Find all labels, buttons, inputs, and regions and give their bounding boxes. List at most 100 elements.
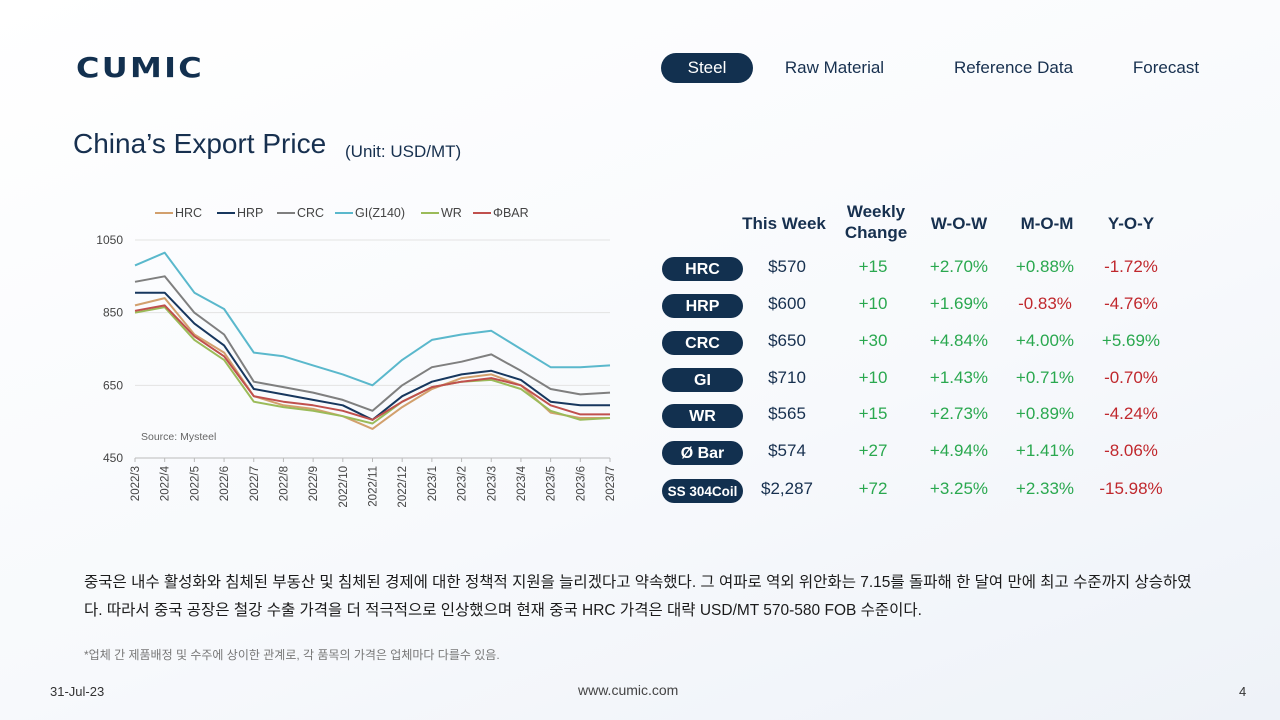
legend-item: HRC — [155, 206, 202, 220]
cell-wow: +1.69% — [929, 294, 989, 313]
nav-tab-raw-material[interactable]: Raw Material — [784, 58, 885, 77]
summary-text: 중국은 내수 활성화와 침체된 부동산 및 침체된 경제에 대한 정책적 지원을… — [84, 574, 1192, 619]
cumic-logo: CUMIC — [76, 52, 204, 82]
x-tick-label: 2022/11 — [368, 466, 380, 507]
cell-price: $650 — [768, 331, 806, 350]
legend-item: ΦBAR — [473, 206, 529, 220]
page-unit: (Unit: USD/MT) — [345, 142, 462, 161]
x-tick-label: 2023/2 — [457, 466, 469, 501]
legend-item: HRP — [217, 206, 263, 220]
export-price-line-chart: 450 650 850 1050 2022/3 2022/4 2022/5 2022/6 202… — [96, 206, 617, 508]
header-yoy: Y-O-Y — [1107, 214, 1155, 233]
cell-change: +27 — [858, 441, 888, 460]
x-tick-label: 2023/4 — [516, 465, 528, 501]
nav-tab-steel[interactable]: Steel — [661, 53, 753, 83]
cell-price: $565 — [768, 404, 806, 423]
series-line-wr — [134, 306, 611, 425]
cell-change: +72 — [858, 479, 888, 498]
legend-label: WR — [441, 206, 462, 220]
series-line--bar — [134, 304, 610, 421]
x-tick-label: 2022/7 — [249, 466, 261, 501]
cell-yoy: -1.72% — [1104, 257, 1158, 276]
footnote: *업체 간 제품배정 및 수주에 상이한 관계로, 각 품목의 가격은 업체마다… — [84, 648, 500, 662]
series-line-hrc — [134, 297, 610, 430]
product-pill: WR — [662, 404, 743, 428]
top-nav: Steel Raw Material Reference Data Foreca… — [660, 53, 1220, 83]
cell-change: +10 — [858, 368, 888, 387]
x-tick-label: 2022/4 — [160, 465, 172, 501]
nav-tab-forecast[interactable]: Forecast — [1132, 58, 1200, 77]
legend-label: HRP — [237, 206, 263, 220]
y-tick-label: 1050 — [96, 233, 123, 247]
y-tick-label: 650 — [103, 378, 123, 392]
product-pill: CRC — [662, 331, 743, 355]
header-weekly-change-line1: Weekly — [846, 202, 906, 221]
cell-mom: +0.88% — [1015, 257, 1075, 276]
cell-wow: +4.84% — [929, 331, 989, 350]
cell-mom: +1.41% — [1015, 441, 1075, 460]
cell-mom: +4.00% — [1015, 331, 1075, 350]
legend-item: WR — [421, 206, 462, 220]
cell-mom: +0.71% — [1015, 368, 1075, 387]
header-wow: W-O-W — [930, 214, 988, 233]
y-tick-label: 450 — [103, 451, 123, 465]
legend-label: HRC — [175, 206, 202, 220]
page-title: China’s Export Price — [73, 128, 327, 159]
legend-label: CRC — [297, 206, 324, 220]
cell-price: $2,287 — [761, 479, 813, 498]
cell-yoy: -15.98% — [1099, 479, 1163, 498]
x-tick-label: 2022/6 — [219, 466, 231, 501]
cell-wow: +4.94% — [929, 441, 989, 460]
x-tick-label: 2023/5 — [546, 466, 558, 501]
x-tick-label: 2023/7 — [605, 466, 617, 501]
cell-change: +10 — [858, 294, 888, 313]
x-tick-label: 2022/3 — [130, 466, 142, 501]
legend-item: GI(Z140) — [335, 206, 405, 220]
product-pill: GI — [662, 368, 743, 392]
cell-wow: +2.73% — [929, 404, 989, 423]
footer-url[interactable]: www.cumic.com — [578, 682, 679, 698]
cell-yoy: +5.69% — [1101, 331, 1161, 350]
x-tick-label: 2022/12 — [397, 466, 409, 508]
chart-source: Source: Mysteel — [141, 431, 216, 443]
cell-yoy: -8.06% — [1104, 441, 1158, 460]
legend-item: CRC — [277, 206, 324, 220]
cell-yoy: -4.24% — [1104, 404, 1158, 423]
cell-yoy: -0.70% — [1104, 368, 1158, 387]
page-number: 4 — [1239, 684, 1247, 699]
series-line-crc — [134, 275, 611, 412]
product-pill: HRP — [662, 294, 743, 318]
footer-date: 31-Jul-23 — [50, 684, 105, 699]
x-tick-label: 2023/1 — [427, 466, 439, 501]
cell-wow: +2.70% — [929, 257, 989, 276]
logo-text: CUMIC — [76, 52, 204, 82]
x-tick-label: 2022/5 — [189, 466, 201, 501]
product-pill: SS 304Coil — [662, 479, 743, 503]
cell-mom: +2.33% — [1015, 479, 1075, 498]
cell-wow: +1.43% — [929, 368, 989, 387]
x-tick-label: 2023/3 — [486, 466, 498, 501]
cell-change: +30 — [858, 331, 888, 350]
x-tick-label: 2022/10 — [338, 466, 350, 508]
header-weekly-change-line2: Change — [844, 223, 908, 242]
cell-price: $570 — [768, 257, 806, 276]
cell-yoy: -4.76% — [1104, 294, 1158, 313]
cell-price: $600 — [768, 294, 806, 313]
legend-label: GI(Z140) — [355, 206, 405, 220]
nav-tab-reference-data[interactable]: Reference Data — [953, 58, 1074, 77]
x-tick-label: 2022/8 — [278, 466, 290, 501]
series-line-gi-z140- — [134, 251, 611, 387]
product-pill: HRC — [662, 257, 743, 281]
cell-change: +15 — [858, 404, 888, 423]
cell-price: $574 — [768, 441, 806, 460]
header-this-week: This Week — [742, 214, 826, 233]
cell-change: +15 — [858, 257, 888, 276]
y-tick-label: 850 — [103, 306, 123, 320]
legend-label: ΦBAR — [493, 206, 529, 220]
cell-mom: -0.83% — [1018, 294, 1072, 313]
header-mom: M-O-M — [1020, 214, 1074, 233]
product-pill: Ø Bar — [662, 441, 743, 465]
x-tick-label: 2023/6 — [575, 466, 587, 501]
header-weekly-change: Weekly Change — [838, 201, 914, 243]
x-tick-label: 2022/9 — [308, 466, 320, 501]
